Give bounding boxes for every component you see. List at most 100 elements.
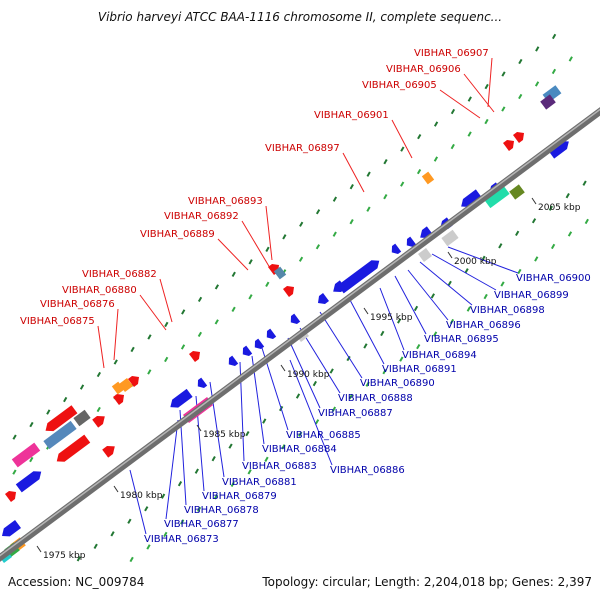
- blue-gene-label: VIBHAR_06896: [446, 320, 521, 331]
- gene-dot: [517, 268, 522, 275]
- gene-dot: [96, 406, 101, 413]
- red-gene-label: VIBHAR_06907: [414, 48, 489, 59]
- gene-dot: [565, 193, 570, 199]
- map-title: Vibrio harveyi ATCC BAA-1116 chromosome …: [97, 10, 503, 24]
- gene-dot: [383, 193, 388, 200]
- kbp-tick-mark: [531, 197, 537, 205]
- kbp-tick-mark: [363, 307, 369, 315]
- gene-dot: [349, 219, 354, 225]
- feature-box: [509, 184, 525, 200]
- gene-dot: [518, 93, 523, 100]
- gene-dot: [79, 384, 85, 390]
- feature-box: [111, 381, 125, 395]
- kbp-ticks: 1975 kbp 1980 kbp 1985 kbp 1990 kbp 1995 kbp…: [36, 197, 581, 561]
- gene-arrow: [228, 355, 239, 367]
- red-gene-label: VIBHAR_06880: [62, 285, 137, 296]
- gene-arrow: [548, 141, 569, 159]
- gene-dot: [397, 318, 402, 324]
- gene-dot: [467, 131, 472, 137]
- blue-gene-label: VIBHAR_06877: [164, 519, 239, 530]
- gene-dot: [363, 343, 368, 349]
- gene-dot: [76, 556, 81, 562]
- feature-box: [43, 420, 77, 450]
- gene-dot: [247, 469, 252, 475]
- gene-dot: [315, 209, 321, 215]
- blue-gene-label: VIBHAR_06895: [424, 334, 499, 345]
- gene-dot: [399, 356, 404, 362]
- gene-dot: [29, 456, 34, 463]
- red-leader-line: [439, 89, 481, 119]
- gene-dot: [245, 430, 250, 437]
- red-leader-line: [97, 325, 105, 369]
- gene-dot: [315, 244, 321, 250]
- gene-dot: [567, 231, 573, 237]
- gene-dot: [177, 481, 183, 487]
- red-leader-line: [113, 308, 119, 361]
- gene-dot: [282, 234, 287, 240]
- gene-dot: [380, 330, 385, 337]
- gene-dot: [314, 419, 320, 425]
- red-leader-line: [463, 73, 495, 113]
- gene-dot: [416, 168, 422, 175]
- gene-dot: [265, 281, 270, 287]
- feature-box: [441, 229, 459, 247]
- gene-arrow: [333, 280, 346, 293]
- gene-dot: [416, 343, 421, 350]
- gene-arrow: [128, 375, 140, 387]
- gene-dot: [413, 305, 419, 312]
- blue-gene-label: VIBHAR_06883: [242, 461, 317, 472]
- blue-gene-label: VIBHAR_06898: [470, 305, 545, 316]
- gene-dot: [211, 455, 216, 462]
- feature-box: [484, 185, 510, 209]
- gene-dot: [430, 293, 435, 299]
- gene-dot: [346, 355, 351, 362]
- gene-dot: [181, 309, 186, 315]
- gene-dot: [551, 33, 557, 40]
- blue-gene-label: VIBHAR_06878: [184, 505, 259, 516]
- blue-gene-label: VIBHAR_06885: [286, 430, 361, 441]
- gene-dot: [110, 531, 115, 537]
- gene-dot: [548, 205, 554, 211]
- gene-dot: [531, 218, 537, 224]
- accession-text: Accession: NC_009784: [8, 575, 145, 589]
- gene-dot: [498, 243, 503, 249]
- gene-dot: [551, 68, 557, 75]
- gene-arrow: [503, 139, 515, 151]
- gene-dot: [46, 409, 51, 415]
- red-leader-line: [391, 119, 413, 159]
- blue-leader-line: [165, 419, 179, 520]
- red-gene-label: VIBHAR_06875: [20, 316, 95, 327]
- gene-dot: [433, 121, 439, 127]
- gene-dot: [450, 143, 455, 150]
- gene-dot: [197, 296, 203, 303]
- gene-dot: [466, 306, 471, 312]
- gene-dot: [248, 259, 253, 265]
- kbp-tick-mark: [280, 364, 286, 372]
- gene-dot: [382, 368, 387, 375]
- gene-dot: [515, 230, 520, 236]
- red-gene-label: VIBHAR_06897: [265, 143, 340, 154]
- gene-dot: [180, 519, 185, 525]
- blue-leader-line: [129, 469, 147, 535]
- blue-leader-line: [407, 269, 449, 321]
- gene-dot: [501, 71, 506, 77]
- blue-gene-label: VIBHAR_06881: [222, 477, 297, 488]
- gene-dot: [550, 243, 556, 250]
- gene-dot: [265, 246, 270, 252]
- red-gene-label: VIBHAR_06905: [362, 80, 437, 91]
- gene-dot: [299, 221, 304, 227]
- gene-dot: [312, 380, 317, 387]
- blue-leader-line: [289, 359, 333, 466]
- feature-box: [273, 266, 287, 280]
- gene-dot: [483, 293, 488, 300]
- gene-dot: [534, 81, 540, 87]
- gene-arrow: [283, 285, 295, 297]
- red-leader-line: [217, 238, 249, 271]
- gene-dot: [568, 56, 573, 62]
- gene-arrow: [254, 338, 265, 350]
- gene-dot: [501, 106, 506, 112]
- gene-dot: [484, 83, 489, 90]
- gene-dot: [197, 331, 203, 338]
- gene-dot: [164, 356, 169, 363]
- feature-box: [11, 442, 41, 468]
